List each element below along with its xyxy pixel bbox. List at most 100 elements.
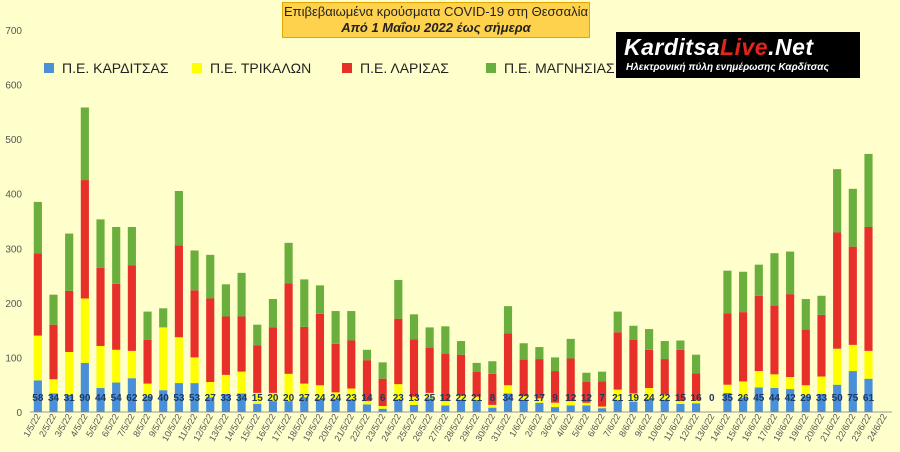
data-label: 22 bbox=[659, 393, 671, 404]
bar-segment-trikala bbox=[174, 337, 183, 384]
y-tick-label: 0 bbox=[16, 408, 22, 419]
data-label: 19 bbox=[628, 393, 640, 404]
data-label: 21 bbox=[471, 393, 483, 404]
bar-segment-karditsa bbox=[300, 397, 309, 412]
bar-segment-karditsa bbox=[519, 399, 528, 412]
bar-segment-karditsa bbox=[221, 393, 230, 412]
data-label: 7 bbox=[599, 393, 605, 404]
data-label: 34 bbox=[236, 393, 248, 404]
bar-segment-trikala bbox=[65, 351, 74, 396]
bar-segment-karditsa bbox=[65, 395, 74, 412]
bar-segment-larisa bbox=[441, 353, 450, 402]
bar-segment-trikala bbox=[550, 402, 560, 408]
bar-segment-karditsa bbox=[645, 398, 654, 412]
bar-segment-trikala bbox=[237, 371, 246, 394]
bar-segment-larisa bbox=[723, 313, 732, 385]
bar-segment-larisa bbox=[676, 349, 685, 402]
legend-swatch bbox=[192, 63, 202, 73]
logo-brand: KarditsaLive.Net bbox=[624, 34, 814, 60]
bar-segment-larisa bbox=[300, 326, 309, 384]
bar-segment-magnisia bbox=[315, 285, 325, 314]
bar-segment-trikala bbox=[770, 374, 779, 388]
bar-segment-trikala bbox=[629, 393, 638, 402]
data-label: 58 bbox=[32, 393, 44, 404]
bar-segment-larisa bbox=[206, 298, 215, 382]
bar-segment-trikala bbox=[472, 396, 481, 401]
data-label: 23 bbox=[393, 393, 405, 404]
bar-segment-trikala bbox=[801, 385, 810, 397]
data-label: 61 bbox=[863, 393, 875, 404]
data-label: 6 bbox=[380, 393, 386, 404]
bar-segment-larisa bbox=[456, 354, 466, 396]
bar-segment-trikala bbox=[49, 379, 58, 394]
bar-segment-trikala bbox=[566, 401, 575, 406]
bar-segment-larisa bbox=[143, 339, 152, 384]
bar-segment-larisa bbox=[65, 290, 74, 352]
bar-segment-karditsa bbox=[143, 396, 152, 412]
data-label: 45 bbox=[753, 393, 765, 404]
bar-segment-magnisia bbox=[80, 107, 89, 181]
bar-segment-magnisia bbox=[253, 324, 262, 346]
bar-segment-magnisia bbox=[613, 311, 622, 333]
bar-segment-trikala bbox=[848, 344, 857, 372]
bar-segment-larisa bbox=[394, 318, 403, 385]
data-label: 34 bbox=[48, 393, 60, 404]
data-label: 20 bbox=[283, 393, 295, 404]
bar-segment-magnisia bbox=[159, 308, 168, 328]
bar-segment-trikala bbox=[692, 400, 701, 404]
bar-segment-larisa bbox=[613, 332, 622, 390]
bar-segment-karditsa bbox=[362, 404, 372, 412]
bar-segment-magnisia bbox=[754, 264, 763, 296]
bar-segment-larisa bbox=[566, 358, 575, 402]
bar-segment-magnisia bbox=[441, 326, 450, 354]
bar-segment-trikala bbox=[315, 385, 325, 399]
bar-segment-magnisia bbox=[331, 311, 340, 344]
bar-segment-magnisia bbox=[676, 340, 685, 350]
bar-segment-magnisia bbox=[174, 190, 183, 246]
bar-segment-trikala bbox=[660, 394, 669, 400]
bar-segment-trikala bbox=[754, 371, 763, 388]
bar-segment-larisa bbox=[33, 253, 42, 336]
legend-label: Π.Ε. ΛΑΡΙΣΑΣ bbox=[360, 60, 449, 76]
bar-segment-karditsa bbox=[159, 390, 168, 412]
bar-segment-karditsa bbox=[817, 393, 826, 412]
legend-label: Π.Ε. ΜΑΓΝΗΣΙΑΣ bbox=[504, 60, 615, 76]
data-label: 21 bbox=[612, 393, 624, 404]
bar-segment-larisa bbox=[503, 333, 513, 386]
bar-segment-magnisia bbox=[425, 327, 434, 348]
bar-segment-trikala bbox=[221, 374, 230, 394]
bar-segment-magnisia bbox=[300, 279, 309, 327]
data-label: 15 bbox=[252, 393, 264, 404]
bar-segment-larisa bbox=[864, 227, 873, 351]
bar-segment-magnisia bbox=[221, 284, 230, 317]
data-label: 16 bbox=[691, 393, 703, 404]
bar-segment-larisa bbox=[80, 180, 89, 299]
bar-segment-karditsa bbox=[315, 398, 325, 412]
bar-segment-magnisia bbox=[566, 338, 575, 359]
bar-segment-magnisia bbox=[833, 169, 842, 233]
bar-segment-larisa bbox=[739, 312, 748, 382]
bar-segment-magnisia bbox=[96, 219, 105, 268]
data-label: 29 bbox=[142, 393, 154, 404]
bar-segment-trikala bbox=[676, 401, 685, 404]
chart-title-box: Επιβεβαιωμένα κρούσματα COVID-19 στη Θεσ… bbox=[282, 2, 590, 38]
bar-segment-magnisia bbox=[645, 329, 654, 350]
bar-segment-karditsa bbox=[597, 408, 607, 412]
bar-segment-karditsa bbox=[801, 396, 810, 412]
bar-segment-karditsa bbox=[833, 384, 842, 412]
data-label: 53 bbox=[189, 393, 201, 404]
bar-segment-magnisia bbox=[394, 279, 403, 319]
bar-segment-magnisia bbox=[597, 371, 607, 382]
bar-segment-trikala bbox=[284, 373, 293, 402]
data-label: 14 bbox=[361, 393, 373, 404]
chart-subtitle: Από 1 Μαΐου 2022 έως σήμερα bbox=[341, 20, 531, 35]
bar-segment-larisa bbox=[629, 339, 638, 394]
bar-segment-magnisia bbox=[692, 354, 701, 374]
bar-segment-trikala bbox=[331, 392, 340, 399]
bar-segment-trikala bbox=[190, 357, 199, 384]
bar-segment-karditsa bbox=[174, 383, 183, 412]
bar-segment-larisa bbox=[645, 349, 654, 388]
bar-segment-karditsa bbox=[425, 398, 434, 412]
bar-segment-larisa bbox=[174, 245, 183, 338]
